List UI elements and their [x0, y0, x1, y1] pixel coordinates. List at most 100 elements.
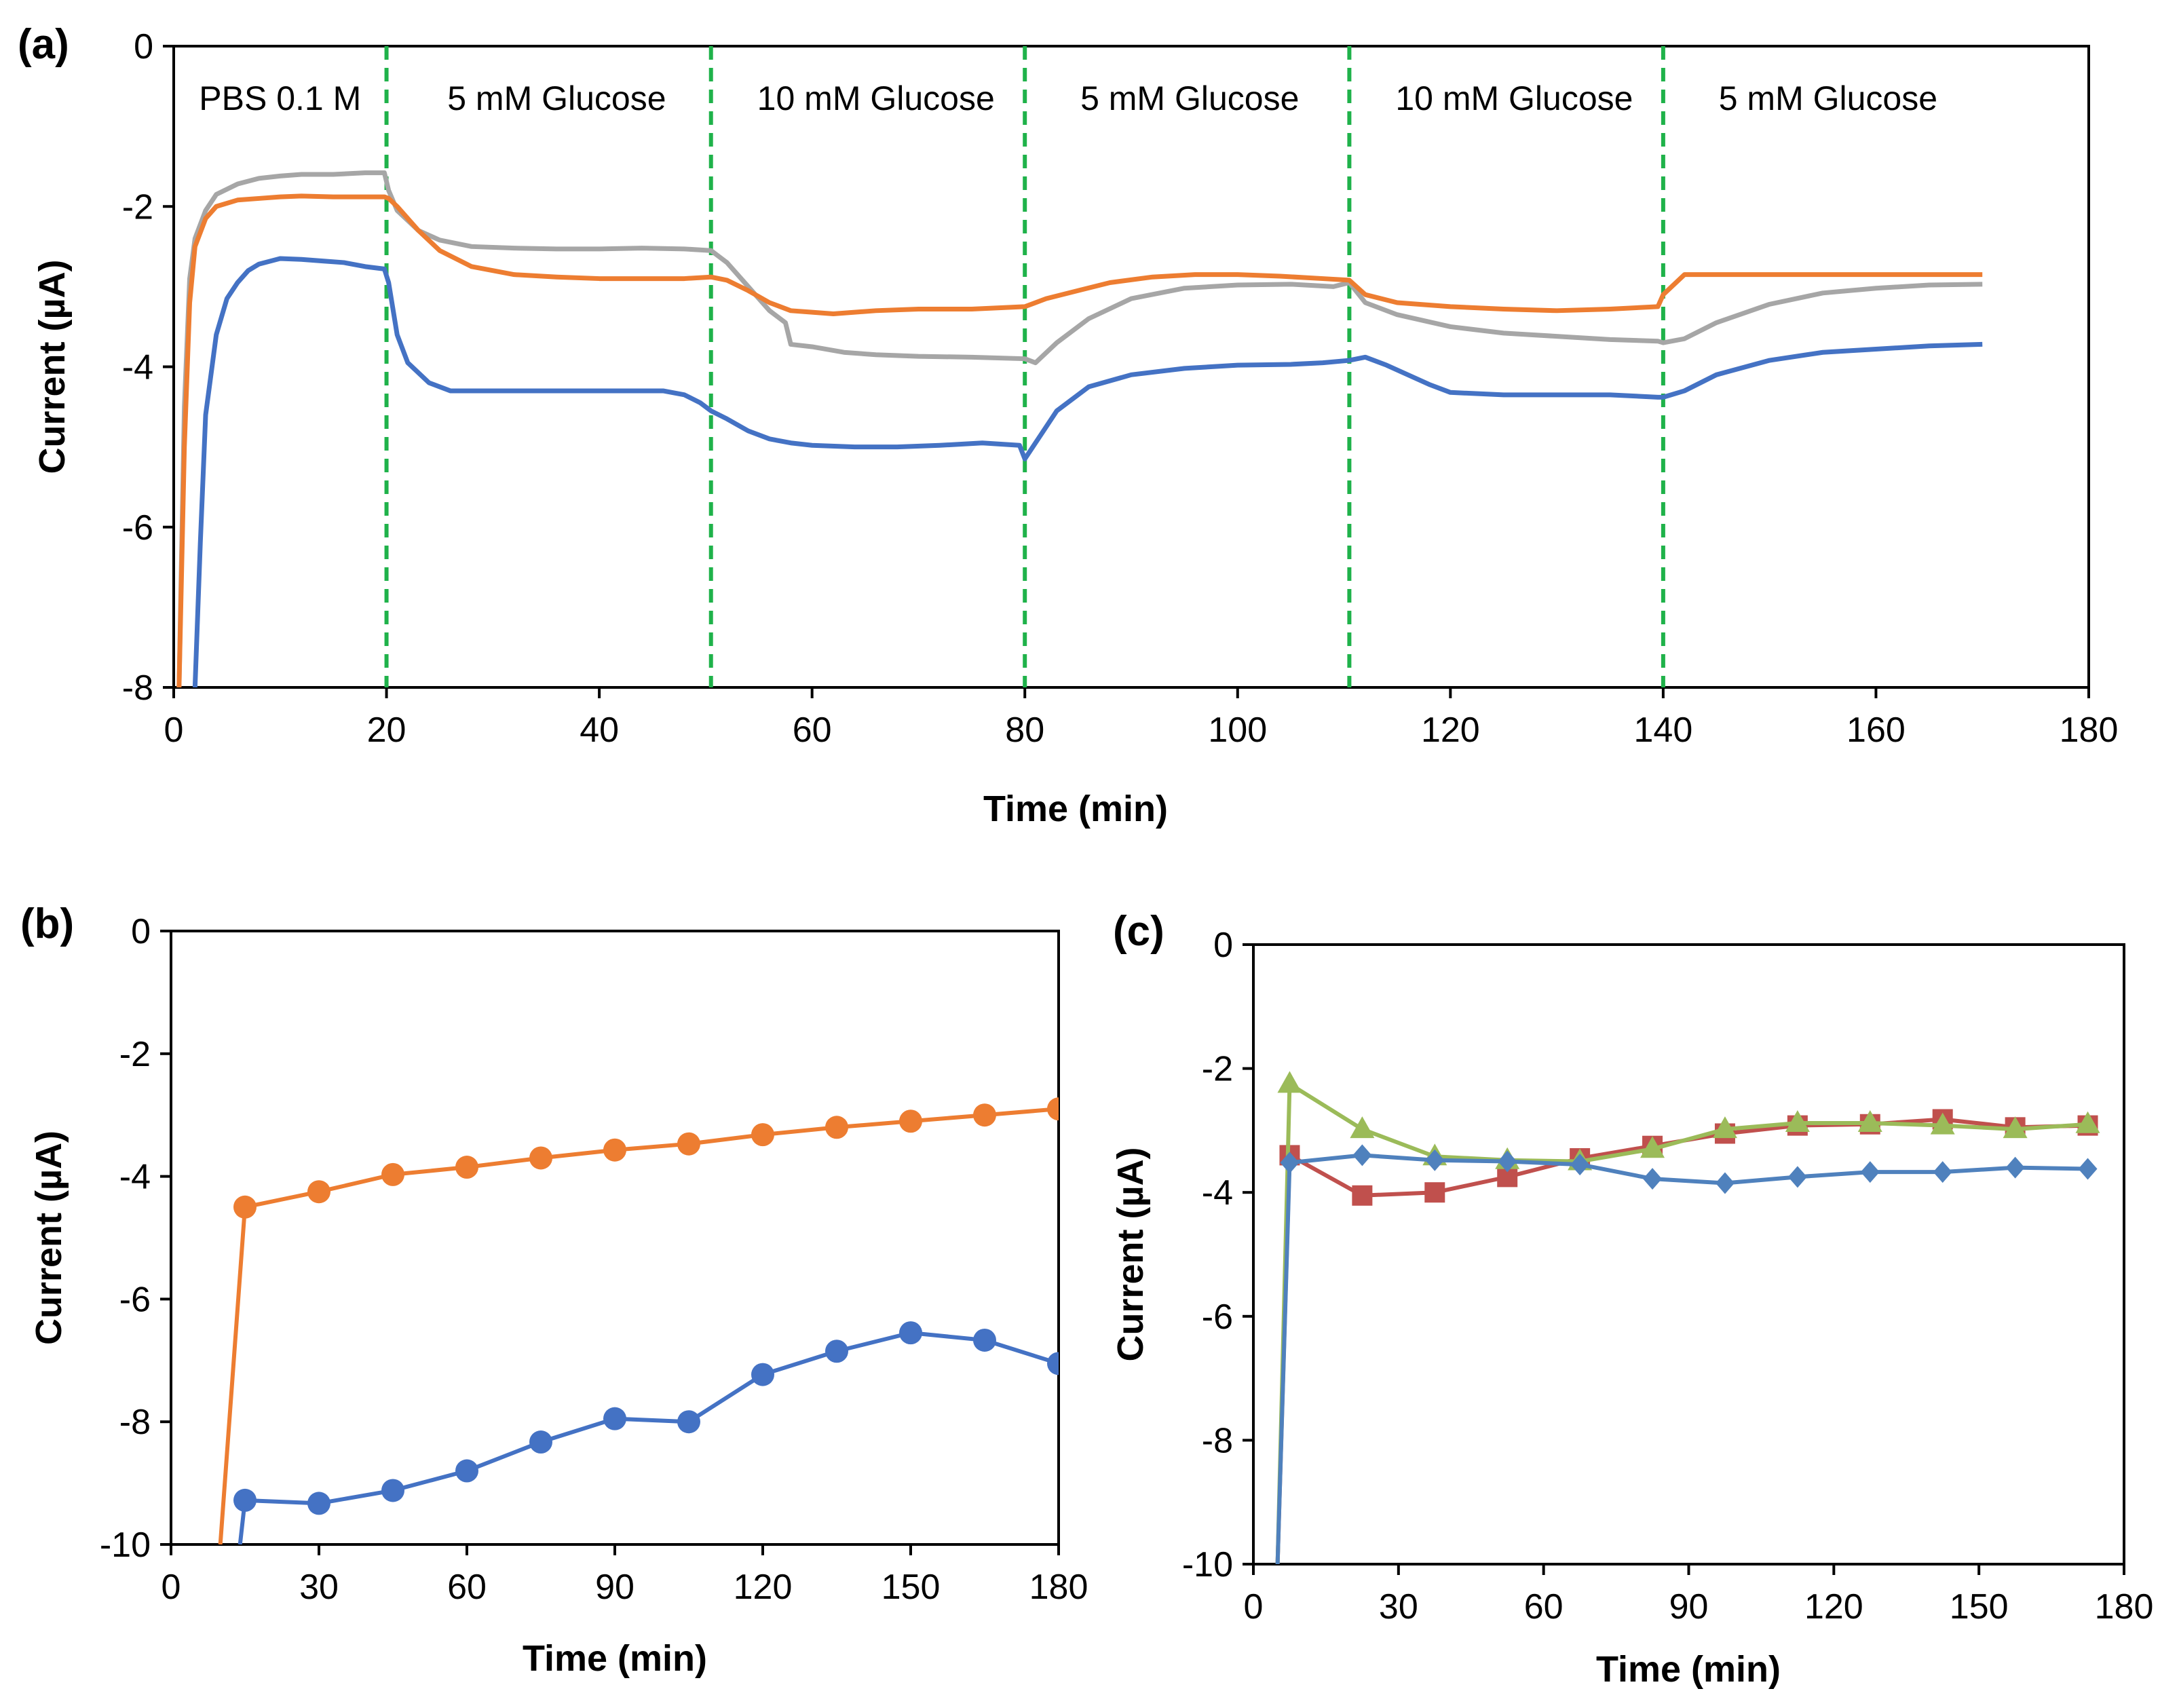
data-point [2078, 1158, 2098, 1180]
series-line-blue [1275, 1153, 2088, 1564]
x-axis-title: Time (min) [983, 789, 1168, 829]
series-line-blue [238, 1331, 1059, 1544]
region-label: 10 mM Glucose [757, 79, 995, 117]
data-point [455, 1156, 478, 1179]
y-tick-label: 0 [1213, 926, 1233, 965]
data-point [677, 1410, 700, 1434]
x-tick-label: 30 [299, 1568, 339, 1607]
x-tick-label: 180 [2095, 1587, 2154, 1627]
data-point [1498, 1150, 1517, 1173]
y-tick-label: -2 [1202, 1050, 1233, 1089]
x-axis-title: Time (min) [1596, 1649, 1781, 1690]
series-line-red [1275, 1117, 2088, 1564]
data-point [529, 1146, 552, 1170]
data-point [1352, 1144, 1372, 1166]
x-tick-label: 0 [162, 1568, 181, 1607]
data-point [233, 1195, 257, 1219]
data-point [1785, 1109, 1810, 1132]
data-point [2005, 1156, 2025, 1179]
y-tick-label: -4 [1202, 1173, 1233, 1213]
x-tick-label: 140 [1634, 710, 1693, 750]
x-tick-label: 120 [734, 1568, 793, 1607]
data-point [973, 1103, 996, 1127]
y-tick-label: -2 [122, 187, 153, 227]
data-point [529, 1430, 552, 1454]
x-tick-label: 100 [1208, 710, 1267, 750]
data-point [1715, 1172, 1735, 1194]
data-point [1350, 1116, 1375, 1139]
y-tick-label: -10 [1182, 1545, 1233, 1584]
plot-frame [172, 45, 2090, 689]
data-point [899, 1321, 922, 1345]
chart-panel-b: 0 30 60 90 120 150 180 0 -2 -4 -6 -8 -10 Time (min) Cu… [20, 900, 1088, 1679]
data-point [751, 1123, 774, 1147]
x-tick-label: 180 [1029, 1568, 1088, 1607]
data-point [1640, 1136, 1665, 1158]
region-label: 5 mM Glucose [1719, 79, 1937, 117]
region-label: PBS 0.1 M [199, 79, 361, 117]
data-point [1930, 1112, 1955, 1135]
series-line-blue [192, 256, 1983, 687]
x-tick-label: 180 [2060, 710, 2119, 750]
series-line-gray [176, 170, 1983, 687]
plot-frame [1252, 943, 2125, 1565]
x-tick-label: 40 [580, 710, 619, 750]
data-point [1787, 1166, 1807, 1188]
data-point [1352, 1185, 1373, 1206]
x-tick-label: 90 [1669, 1587, 1709, 1627]
x-tick-label: 160 [1846, 710, 1906, 750]
region-label: 5 mM Glucose [1080, 79, 1299, 117]
data-point [677, 1132, 700, 1156]
data-point [1933, 1161, 1952, 1183]
series-line-orange [218, 1107, 1059, 1544]
data-point [1857, 1109, 1882, 1132]
data-point [233, 1488, 257, 1512]
data-point [899, 1109, 922, 1133]
x-tick-label: 150 [1950, 1587, 2009, 1627]
data-point [1643, 1168, 1663, 1190]
data-point [825, 1340, 848, 1363]
y-tick-label: -10 [100, 1525, 151, 1565]
x-tick-label: 80 [1005, 710, 1044, 750]
panel-label: (b) [20, 900, 74, 947]
panel-label: (c) [1113, 908, 1164, 955]
region-label: 10 mM Glucose [1395, 79, 1633, 117]
x-tick-label: 120 [1421, 710, 1480, 750]
data-point [381, 1162, 404, 1186]
series-line-orange [176, 193, 1983, 687]
data-point [603, 1138, 626, 1162]
x-tick-label: 20 [367, 710, 406, 750]
y-tick-label: -2 [119, 1035, 151, 1074]
y-tick-label: -4 [122, 348, 153, 387]
y-tick-label: -8 [122, 668, 153, 708]
data-point [1047, 1097, 1059, 1121]
data-point [1712, 1116, 1737, 1139]
x-tick-label: 90 [595, 1568, 634, 1607]
x-tick-label: 120 [1804, 1587, 1863, 1627]
x-tick-label: 0 [1244, 1587, 1264, 1627]
y-tick-label: -6 [119, 1280, 151, 1319]
x-tick-label: 150 [882, 1568, 941, 1607]
y-tick-label: 0 [134, 27, 153, 67]
data-point [1424, 1182, 1445, 1203]
data-point [2003, 1116, 2028, 1139]
x-tick-label: 0 [164, 710, 184, 750]
y-tick-label: -8 [119, 1403, 151, 1442]
data-point [1570, 1154, 1590, 1176]
x-tick-label: 60 [793, 710, 832, 750]
y-tick-label: 0 [131, 912, 151, 951]
y-tick-label: -6 [122, 508, 153, 548]
chart-panel-c: 0 30 60 90 120 150 180 0 -2 -4 -6 -8 -10 Time (min) Cu… [1110, 908, 2153, 1690]
data-layer [218, 1097, 1059, 1544]
data-point [1425, 1149, 1445, 1171]
data-point [381, 1479, 404, 1502]
data-point [825, 1116, 848, 1139]
data-point [1860, 1161, 1880, 1183]
region-label: 5 mM Glucose [447, 79, 666, 117]
panel-label: (a) [18, 21, 69, 68]
data-point [751, 1363, 774, 1386]
data-point [1280, 1152, 1300, 1174]
data-layer [1275, 1071, 2100, 1564]
chart-panel-a: 0 20 40 60 80 100 120 140 160 180 0 -2 -4 -6 -8 Time (m… [18, 21, 2118, 829]
data-point [307, 1180, 330, 1204]
